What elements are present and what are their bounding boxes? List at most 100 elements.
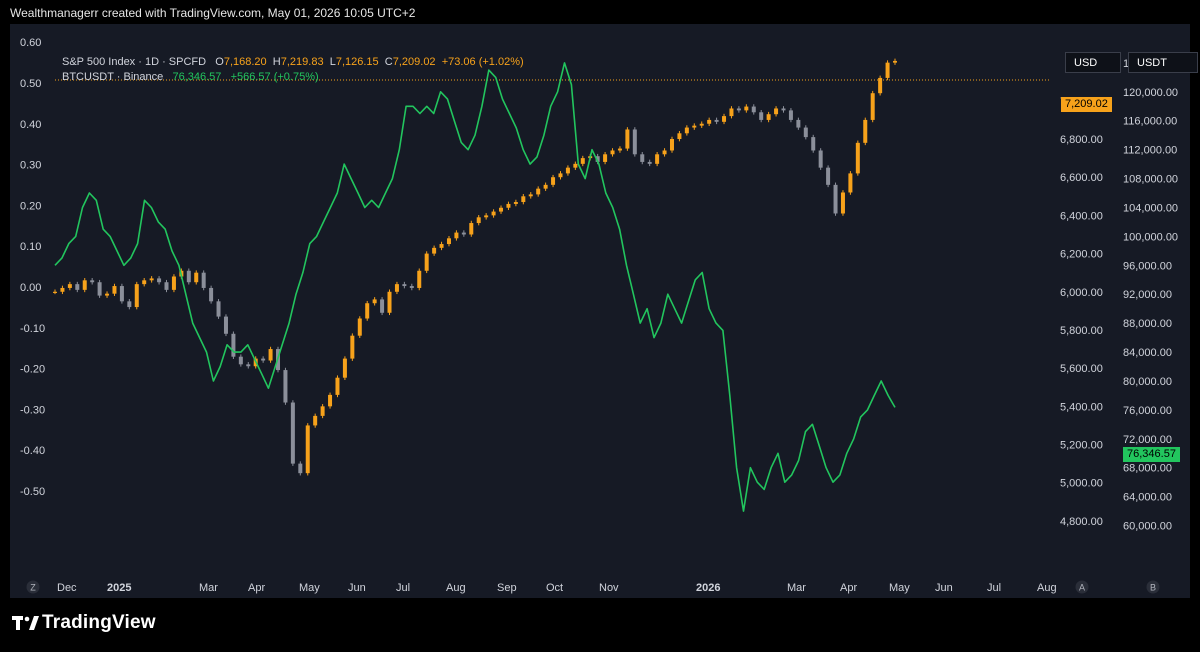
spx-candle-58 (484, 213, 489, 220)
spx-candle-2 (67, 281, 72, 291)
footer: TradingView (0, 598, 1200, 652)
spx-axis-tick-6: 5,800.00 (1060, 325, 1103, 337)
spx-candle-14 (157, 276, 162, 285)
watermark-header: Wealthmanagerr created with TradingView.… (0, 0, 1200, 24)
btc-axis-tick-3: 112,000.00 (1123, 145, 1177, 157)
time-axis-tick-9: Oct (546, 582, 563, 594)
spx-low-label: L (329, 56, 336, 68)
spx-candle-50 (424, 251, 429, 274)
spx-candle-38 (335, 375, 340, 398)
spx-candle-108 (855, 140, 860, 176)
btc-axis-tick-4: 108,000.00 (1123, 174, 1178, 186)
axis-corner-circle-right_a[interactable] (1075, 580, 1089, 594)
spx-axis-tick-11: 4,800.00 (1060, 516, 1103, 528)
spx-candle-52 (439, 241, 444, 251)
spx-candle-67 (551, 174, 556, 188)
spx-candle-111 (878, 75, 883, 96)
spx-candle-41 (357, 316, 362, 338)
spx-candle-55 (461, 230, 466, 237)
spx-candle-79 (640, 152, 645, 165)
btc-price-axis[interactable]: 124,000.00120,000.00116,000.00112,000.00… (1123, 58, 1178, 533)
btc-axis-tick-12: 76,000.00 (1123, 405, 1172, 417)
spx-candle-105 (833, 182, 838, 216)
spx-candle-61 (506, 201, 511, 211)
btc-axis-tick-13: 72,000.00 (1123, 434, 1172, 446)
spx-candle-71 (580, 155, 585, 167)
left-price-axis[interactable]: 0.60 0.50 0.40 0.30 0.20 0.10 0.00 -0.10 -0.20 -0… (20, 37, 45, 498)
btc-axis-tick-14: 68,000.00 (1123, 463, 1172, 475)
axis-corner-circle-left[interactable] (26, 580, 40, 594)
spx-candle-107 (848, 171, 853, 195)
spx-open-value: 7,168.20 (223, 56, 267, 68)
btc-axis-tick-5: 104,000.00 (1123, 202, 1178, 214)
spx-high-label: H (272, 56, 281, 68)
spx-candle-100 (796, 117, 801, 130)
btc-legend[interactable]: BTCUSDT · Binance 76,346.57 +566.57 (+0.… (62, 71, 319, 83)
spx-candle-28 (261, 356, 266, 363)
time-axis-tick-17: Aug (1037, 582, 1057, 594)
left-axis-tick-6: 0.00 (20, 282, 41, 294)
time-axis-tick-11: 2026 (696, 582, 720, 594)
spx-last-price-badge: 7,209.02 (1061, 97, 1112, 112)
spx-candle-113 (893, 58, 897, 65)
spx-candle-88 (707, 117, 712, 127)
usdt-currency-button[interactable]: USDT (1128, 52, 1198, 73)
btc-axis-tick-10: 84,000.00 (1123, 347, 1172, 359)
time-axis-tick-8: Sep (497, 582, 517, 594)
spx-candles (53, 58, 897, 476)
time-axis-tick-15: Jun (935, 582, 953, 594)
tradingview-logo-icon (12, 616, 39, 630)
spx-candle-0 (53, 289, 57, 295)
spx-close-label: C (384, 56, 393, 68)
btc-last-price-badge: 76,346.57 (1123, 447, 1180, 462)
spx-candle-83 (669, 136, 674, 153)
spx-legend[interactable]: S&P 500 Index · 1D · SPCFD O7,168.20 H7,… (62, 56, 524, 68)
spx-low-value: 7,126.15 (335, 56, 379, 68)
btc-axis-tick-1: 120,000.00 (1123, 87, 1178, 99)
spx-candle-31 (283, 367, 288, 405)
spx-candle-35 (313, 413, 318, 428)
tradingview-brand-text: TradingView (42, 612, 156, 633)
spx-candle-11 (134, 281, 139, 310)
spx-candle-96 (766, 111, 771, 123)
spx-candle-37 (328, 392, 333, 409)
time-axis-tick-3: Apr (248, 582, 265, 594)
spx-candle-112 (885, 60, 890, 81)
axis-corner-circle-right_b[interactable] (1146, 580, 1160, 594)
left-axis-tick-5: 0.10 (20, 241, 41, 253)
axis-corner-label-left: Z (30, 583, 36, 593)
spx-candle-15 (164, 279, 169, 293)
spx-candle-92 (736, 106, 741, 113)
spx-candle-109 (863, 117, 868, 146)
time-axis-tick-10: Nov (599, 582, 619, 594)
spx-candle-69 (565, 165, 570, 176)
spx-candle-102 (811, 134, 816, 153)
spx-axis-tick-4: 6,200.00 (1060, 249, 1103, 261)
spx-candle-43 (372, 297, 377, 306)
spx-candle-97 (774, 106, 779, 117)
spx-candle-90 (722, 113, 727, 125)
spx-price-axis[interactable]: 7,000.006,800.006,600.006,400.006,200.00… (1060, 96, 1103, 528)
spx-candle-29 (268, 346, 273, 363)
usd-currency-button[interactable]: USD (1065, 52, 1121, 73)
spx-candle-20 (201, 270, 206, 291)
spx-candle-26 (246, 362, 251, 369)
spx-candle-57 (476, 215, 481, 226)
created-with-text: Wealthmanagerr created with TradingView.… (10, 6, 416, 20)
time-axis[interactable]: Dec 2025 Mar Apr May Jun Jul Aug Sep Oct Nov 2026 Ma… (26, 580, 1160, 595)
spx-candle-24 (231, 331, 236, 359)
left-axis-tick-11: -0.50 (20, 486, 45, 498)
spx-change-value: +73.06 (+1.02%) (441, 56, 524, 68)
spx-candle-82 (662, 148, 667, 157)
spx-candle-39 (342, 356, 347, 380)
spx-axis-tick-5: 6,000.00 (1060, 287, 1103, 299)
spx-candle-9 (119, 283, 124, 304)
chart-panel[interactable]: 0.60 0.50 0.40 0.30 0.20 0.10 0.00 -0.10 -0.20 -0… (10, 24, 1198, 598)
btc-axis-tick-11: 80,000.00 (1123, 376, 1172, 388)
spx-candle-81 (655, 152, 660, 167)
spx-candle-70 (573, 161, 578, 170)
chart-canvas[interactable]: 0.60 0.50 0.40 0.30 0.20 0.10 0.00 -0.10 -0.20 -0… (10, 24, 1190, 598)
left-axis-tick-10: -0.40 (20, 445, 45, 457)
left-axis-tick-2: 0.40 (20, 119, 41, 131)
time-axis-tick-5: Jun (348, 582, 366, 594)
